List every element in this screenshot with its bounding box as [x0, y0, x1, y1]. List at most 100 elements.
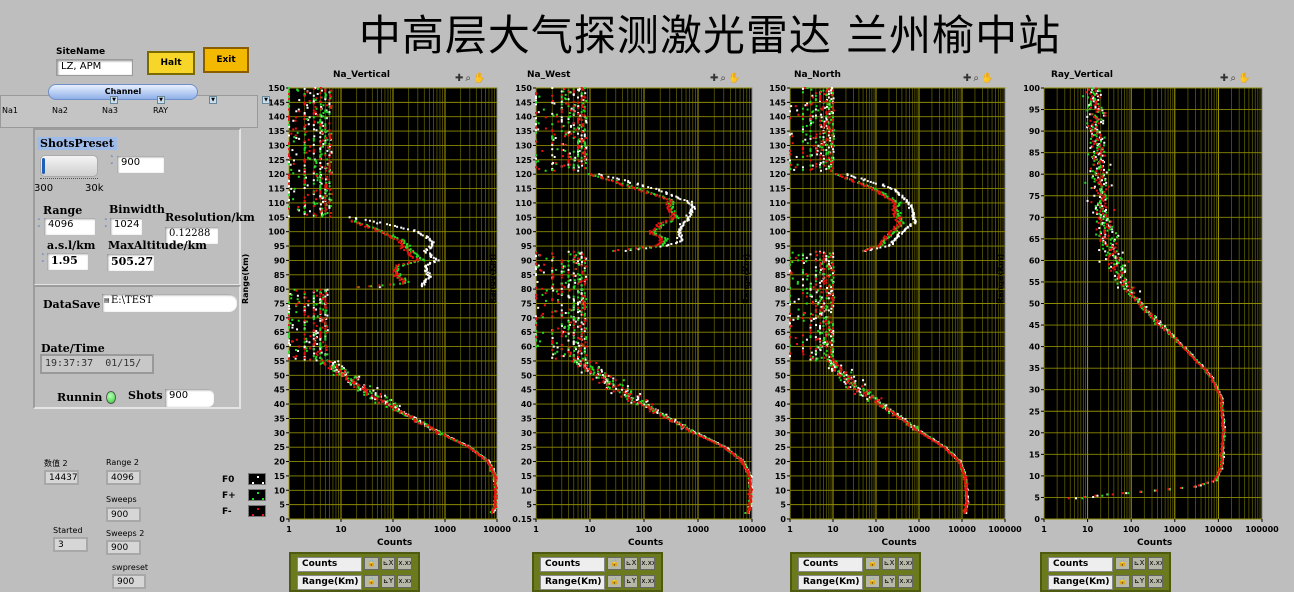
- data-point: [561, 101, 563, 103]
- data-point: [811, 352, 813, 354]
- data-point: [295, 358, 297, 360]
- tab-na3[interactable]: Na3: [102, 106, 118, 115]
- data-point: [823, 268, 825, 270]
- data-point: [870, 181, 872, 183]
- halt-button[interactable]: Halt: [147, 51, 195, 75]
- tab-na1[interactable]: Na1: [2, 106, 18, 115]
- tab-ray[interactable]: RAY: [153, 106, 168, 115]
- data-point: [906, 199, 908, 201]
- data-point: [325, 209, 327, 211]
- data-point: [565, 94, 567, 96]
- data-point: [833, 266, 835, 268]
- data-point: [830, 330, 832, 332]
- data-point: [810, 253, 812, 255]
- chart-plot[interactable]: 0.15510152025303540455055606570758085909…: [496, 82, 782, 541]
- browse-icon[interactable]: ▤: [104, 297, 110, 304]
- y-tick-label: 70: [521, 314, 533, 323]
- data-point: [669, 204, 671, 206]
- format-icon[interactable]: x.xx: [640, 575, 655, 588]
- scale-name-counts: Counts: [798, 557, 863, 572]
- data-point: [288, 305, 290, 307]
- lock-icon[interactable]: 🔒: [865, 575, 880, 588]
- dropdown-icon[interactable]: ▼: [209, 96, 217, 104]
- binwidth-input[interactable]: 1024: [110, 218, 142, 235]
- data-point: [535, 127, 537, 129]
- data-point: [325, 137, 327, 139]
- autoscale-icon[interactable]: ⊾Y: [882, 575, 897, 588]
- data-point: [313, 299, 315, 301]
- data-point: [820, 298, 822, 300]
- format-icon[interactable]: x.xx: [397, 557, 412, 570]
- increment-decrement-icon[interactable]: ˄˅: [110, 156, 116, 170]
- format-icon[interactable]: x.xx: [640, 557, 655, 570]
- autoscale-icon[interactable]: ⊾X: [624, 557, 639, 570]
- chart-plot[interactable]: 0510152025303540455055606570758085909510…: [750, 82, 1035, 541]
- chart-plot[interactable]: 0510152025303540455055606570758085909510…: [249, 82, 527, 541]
- data-point: [582, 139, 584, 141]
- dropdown-icon[interactable]: ▼: [110, 96, 118, 104]
- autoscale-icon[interactable]: ⊾Y: [381, 575, 396, 588]
- data-point: [802, 278, 804, 280]
- data-point: [661, 190, 663, 192]
- data-point: [619, 384, 621, 386]
- data-point: [833, 277, 835, 279]
- y-tick-label: 85: [274, 271, 286, 280]
- shotspreset-slider[interactable]: [40, 155, 98, 177]
- data-point: [328, 193, 330, 195]
- autoscale-icon[interactable]: ⊾Y: [624, 575, 639, 588]
- data-point: [824, 341, 826, 343]
- data-point: [304, 112, 306, 114]
- data-point: [584, 260, 586, 262]
- chart-plot[interactable]: 0510152025303540455055606570758085909510…: [1004, 82, 1292, 541]
- dropdown-icon[interactable]: ▼: [157, 96, 165, 104]
- data-point: [822, 271, 824, 273]
- data-point: [316, 114, 318, 116]
- shotspreset-input[interactable]: 900: [117, 156, 164, 173]
- data-point: [329, 91, 331, 93]
- data-point: [641, 404, 643, 406]
- data-point: [880, 191, 882, 193]
- lock-icon[interactable]: 🔒: [607, 557, 622, 570]
- data-point: [590, 371, 592, 373]
- lock-icon[interactable]: 🔒: [364, 557, 379, 570]
- started-display: 3: [53, 537, 88, 552]
- autoscale-icon[interactable]: ⊾X: [381, 557, 396, 570]
- format-icon[interactable]: x.xx: [898, 557, 913, 570]
- data-point: [832, 161, 834, 163]
- datasave-path-input[interactable]: E:\TEST: [102, 294, 237, 312]
- lock-icon[interactable]: 🔒: [865, 557, 880, 570]
- data-point: [324, 96, 326, 98]
- data-point: [328, 201, 330, 203]
- data-point: [389, 403, 391, 405]
- data-point: [859, 394, 861, 396]
- data-point: [868, 186, 870, 188]
- data-point: [555, 269, 557, 271]
- format-icon[interactable]: x.xx: [898, 575, 913, 588]
- sitename-input[interactable]: LZ, APM: [56, 59, 133, 76]
- tab-na2[interactable]: Na2: [52, 106, 68, 115]
- data-point: [577, 149, 579, 151]
- data-point: [581, 119, 583, 121]
- data-point: [561, 149, 563, 151]
- data-point: [304, 334, 306, 336]
- autoscale-icon[interactable]: ⊾X: [882, 557, 897, 570]
- lock-icon[interactable]: 🔒: [607, 575, 622, 588]
- increment-decrement-icon[interactable]: ˄˅: [37, 219, 43, 233]
- data-point: [588, 173, 590, 175]
- lock-icon[interactable]: 🔒: [364, 575, 379, 588]
- data-point: [565, 312, 567, 314]
- data-point: [843, 377, 845, 379]
- range-input[interactable]: 4096: [44, 218, 95, 235]
- data-point: [917, 427, 919, 429]
- data-point: [324, 312, 326, 314]
- data-point: [671, 419, 673, 421]
- data-point: [576, 363, 578, 365]
- exit-button[interactable]: Exit: [203, 47, 249, 73]
- data-point: [551, 135, 553, 137]
- data-point: [817, 330, 819, 332]
- asl-input[interactable]: 1.95: [47, 253, 88, 270]
- data-point: [396, 239, 398, 241]
- data-point: [832, 355, 834, 357]
- format-icon[interactable]: x.xx: [397, 575, 412, 588]
- data-point: [584, 108, 586, 110]
